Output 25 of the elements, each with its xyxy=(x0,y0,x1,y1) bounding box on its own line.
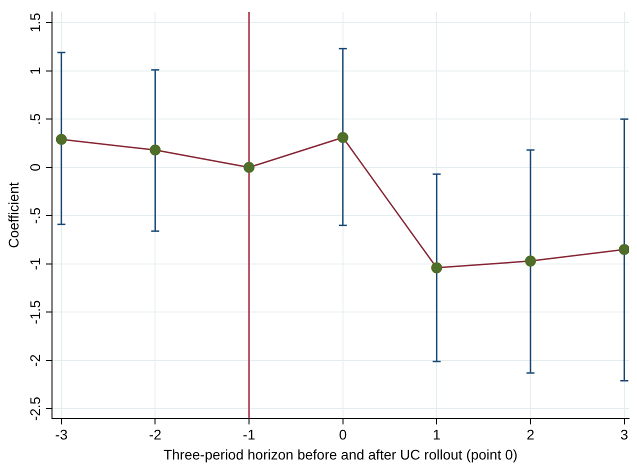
y-tick-label: -2 xyxy=(26,354,43,367)
point xyxy=(244,162,255,173)
x-tick-label: 1 xyxy=(432,426,441,443)
y-tick-label: 1 xyxy=(26,66,43,75)
x-tick-label: -3 xyxy=(55,426,68,443)
y-tick-label: -2.5 xyxy=(26,396,43,421)
point xyxy=(431,262,442,274)
x-tick-label: 3 xyxy=(620,426,628,443)
x-tick-label: -2 xyxy=(148,426,162,443)
x-tick-label: 2 xyxy=(526,426,535,443)
point xyxy=(56,134,67,145)
y-tick-label: .5 xyxy=(26,113,43,125)
x-tick-label: -1 xyxy=(242,426,256,443)
y-tick-label: -1 xyxy=(26,258,43,270)
y-axis-title: Coefficient xyxy=(5,182,22,248)
y-tick-label: -.5 xyxy=(26,207,43,224)
y-tick-label: 1.5 xyxy=(26,12,43,32)
x-axis-title: Three-period horizon before and after UC rollout (point 0) xyxy=(163,446,518,462)
point xyxy=(150,144,161,156)
point xyxy=(337,132,348,143)
y-tick-label: -1.5 xyxy=(26,300,43,324)
x-tick-label: 0 xyxy=(338,426,347,443)
point xyxy=(524,256,536,267)
point xyxy=(618,244,629,255)
y-tick-label: 0 xyxy=(26,163,43,172)
